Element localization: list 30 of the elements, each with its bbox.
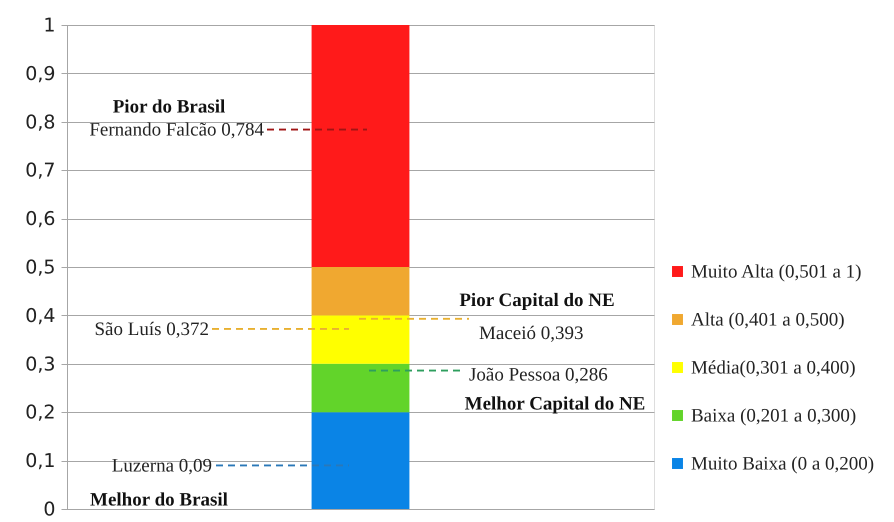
ref-line-label: Fernando Falcão 0,784	[89, 120, 264, 141]
ref-line-label: João Pessoa 0,286	[469, 364, 608, 386]
legend-label: Muito Baixa (0 a 0,200)	[691, 454, 874, 474]
bar	[312, 315, 410, 364]
annotation: Melhor do Brasil	[90, 489, 228, 510]
legend-label: Muito Alta (0,501 a 1)	[691, 262, 862, 282]
y-tick-label: 0,7	[25, 160, 56, 182]
y-tick-label: 0,3	[25, 353, 56, 376]
annotation: Melhor Capital do NE	[464, 394, 646, 415]
bar	[312, 267, 410, 316]
y-tick-label: 1	[43, 14, 56, 36]
y-tick-label: 0,6	[25, 208, 56, 230]
y-tick-label: 0,1	[25, 450, 56, 472]
legend-label: Média(0,301 a 0,400)	[691, 358, 856, 378]
annotation: Pior Capital do NE	[459, 290, 615, 311]
bar	[312, 412, 410, 509]
y-tick-label: 0,5	[25, 256, 56, 278]
bar	[312, 364, 410, 412]
y-tick-label: 0,2	[25, 402, 56, 424]
y-tick-label: 0,8	[25, 111, 56, 134]
ref-line-label: São Luís 0,372	[94, 318, 209, 340]
legend-label: Baixa (0,201 a 0,300)	[691, 406, 856, 426]
ref-line-label: Maceió 0,393	[479, 322, 584, 344]
legend-label: Alta (0,401 a 0,500)	[691, 310, 845, 330]
y-tick-label: 0,4	[25, 304, 56, 327]
y-tick-label: 0,9	[25, 62, 56, 85]
ref-line-label: Luzerna 0,09	[112, 455, 212, 476]
bar	[312, 25, 410, 267]
annotation: Pior do Brasil	[112, 96, 226, 118]
y-tick-label: 0	[43, 498, 56, 520]
